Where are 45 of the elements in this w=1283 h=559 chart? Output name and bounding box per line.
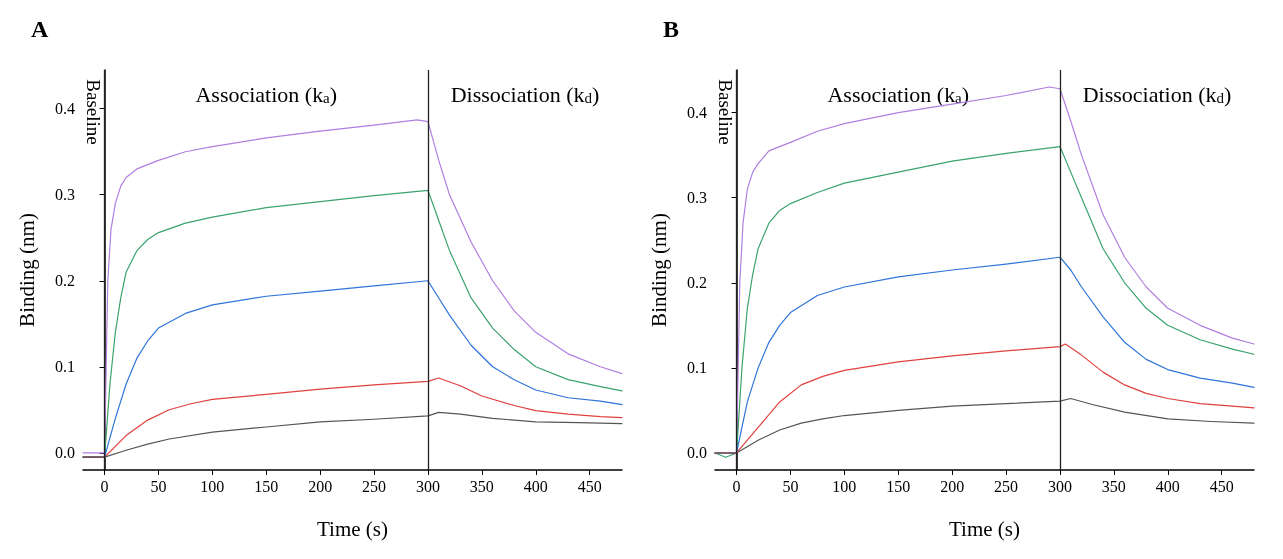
x-tick-label: 300	[415, 477, 440, 495]
x-tick-label: 300	[1047, 477, 1072, 495]
x-tick-label: 450	[1209, 477, 1234, 495]
y-tick-label: 0.1	[687, 359, 707, 377]
x-tick-label: 250	[362, 477, 387, 495]
x-tick-label: 350	[1101, 477, 1126, 495]
y-tick-label: 0.2	[55, 272, 75, 290]
x-axis-title: Time (s)	[317, 516, 388, 541]
y-tick-label: 0.2	[687, 274, 707, 292]
x-tick-label: 50	[150, 477, 167, 495]
y-tick-label: 0.0	[55, 444, 75, 462]
x-tick-label: 200	[940, 477, 965, 495]
y-tick-label: 0.1	[55, 358, 75, 376]
x-tick-label: 400	[1155, 477, 1180, 495]
y-tick-label: 0.3	[687, 189, 707, 207]
x-tick-label: 150	[254, 477, 279, 495]
x-tick-label: 350	[469, 477, 494, 495]
y-tick-label: 0.4	[55, 100, 75, 118]
annotation: Association (ka)	[827, 81, 970, 107]
x-axis-title: Time (s)	[949, 516, 1020, 541]
annotation: Dissociation (kd)	[450, 81, 600, 107]
line-series	[82, 411, 623, 458]
annotation: Baseline	[83, 79, 105, 145]
y-tick-label: 0.3	[55, 186, 75, 204]
x-tick-label: 200	[308, 477, 333, 495]
x-tick-label: 50	[782, 477, 799, 495]
x-tick-label: 450	[577, 477, 602, 495]
annotation: Dissociation (kd)	[1082, 81, 1232, 107]
x-tick-label: 0	[100, 477, 109, 495]
line-series	[714, 146, 1255, 458]
y-tick-label: 0.0	[687, 444, 707, 462]
y-axis-title: Binding (nm)	[646, 213, 671, 327]
x-tick-label: 150	[886, 477, 911, 495]
x-tick-label: 250	[994, 477, 1019, 495]
line-series	[714, 397, 1255, 454]
x-tick-label: 100	[832, 477, 857, 495]
x-tick-label: 0	[732, 477, 741, 495]
y-axis-title: Binding (nm)	[14, 213, 39, 327]
chart-title: A	[31, 16, 49, 42]
x-tick-label: 100	[200, 477, 225, 495]
chart-title: B	[663, 16, 680, 42]
annotation: Baseline	[715, 79, 737, 145]
annotation: Association (ka)	[195, 81, 338, 107]
y-tick-label: 0.4	[687, 104, 707, 122]
x-tick-label: 400	[523, 477, 548, 495]
